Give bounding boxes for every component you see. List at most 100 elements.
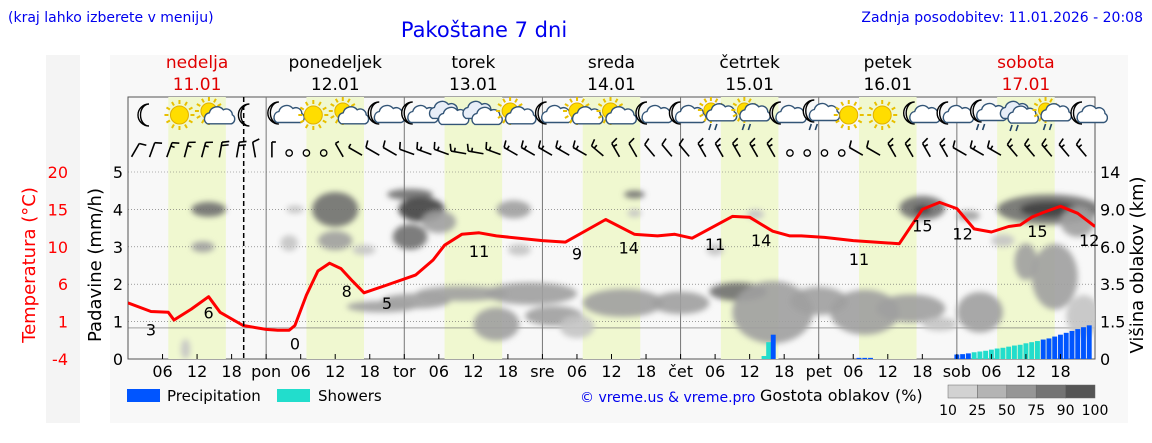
precipitation-bar	[1058, 334, 1063, 359]
sun-ray	[732, 102, 738, 107]
sun-ray	[502, 119, 506, 124]
precipitation-bar	[1023, 343, 1029, 359]
moon-cloud-rain-icon	[802, 99, 841, 131]
cloud-shape	[605, 106, 637, 125]
moon-shape	[534, 101, 547, 125]
showers-legend-label: Showers	[318, 387, 382, 405]
barb-staff	[611, 143, 621, 158]
sun-ray	[602, 119, 607, 124]
barb-staff	[731, 143, 742, 158]
x-tick-label: 06	[429, 362, 449, 381]
barb-flag	[398, 141, 402, 150]
precipitation-bar	[1046, 338, 1052, 359]
barb-flag	[221, 144, 229, 147]
sun-ray	[334, 119, 339, 124]
sun-ray	[497, 103, 502, 107]
sun-ray	[1049, 98, 1053, 103]
cloud-shape	[571, 106, 604, 125]
barb-staff	[218, 142, 223, 158]
wind-barb	[678, 138, 690, 157]
temperature-tick-label: 15	[48, 200, 68, 219]
density-swatch	[1065, 384, 1096, 399]
temperature-value-label: 9	[572, 245, 582, 264]
rain-drop	[747, 123, 752, 131]
temperature-value-label: 11	[705, 235, 725, 254]
cloud-height-tick-label: 9.0	[1100, 200, 1125, 219]
credit-link[interactable]: © vreme.us & vreme.pro	[580, 390, 755, 406]
sun-ray	[217, 103, 222, 107]
x-tick-label: tor	[393, 362, 416, 381]
sun-ray	[714, 98, 719, 103]
barb-flag	[887, 137, 894, 145]
wind-barb	[466, 143, 484, 155]
barb-flag	[749, 137, 756, 145]
wind-barb	[1058, 138, 1070, 157]
barb-staff	[749, 143, 759, 158]
barb-flag	[986, 140, 991, 148]
temperature-value-label: 0	[290, 334, 300, 353]
barb-staff	[334, 143, 344, 158]
cloud-blob	[876, 294, 946, 323]
moon-shape	[401, 101, 413, 125]
sun-ray	[196, 115, 201, 119]
barb-half-flag	[540, 145, 545, 150]
barb-staff	[591, 145, 604, 157]
barb-staff	[416, 148, 432, 156]
sun-ray	[1038, 98, 1042, 103]
wind-barb	[628, 137, 638, 158]
sun-ray	[703, 117, 708, 122]
cloud-blob	[1014, 243, 1038, 281]
cloud-height-tick-label: 6.0	[1100, 238, 1125, 257]
sun-ray	[299, 119, 305, 124]
density-swatch	[947, 384, 978, 399]
temperature-value-label: 6	[203, 304, 213, 323]
cloud-shape	[504, 106, 537, 125]
cloud-blob	[421, 210, 457, 234]
barb-flag	[1041, 138, 1047, 146]
wind-barb	[130, 142, 147, 158]
barb-flag	[537, 140, 542, 148]
x-tick-label: 12	[187, 362, 207, 381]
precipitation-bar	[1081, 327, 1086, 359]
barb-staff	[1075, 144, 1087, 157]
precipitation-tick-label: 0	[113, 350, 123, 369]
barb-half-flag	[1043, 144, 1048, 148]
sun-ray	[171, 101, 175, 106]
day-name: torek	[451, 53, 495, 73]
x-axis-ticks: 06 12 18 pon 06 12 18 tor 06 12 18 sre 06 12 18 čet 06 12…	[152, 354, 1071, 381]
moon-cloud-icon	[534, 101, 573, 125]
calm-circle	[285, 149, 294, 157]
sun-ray	[304, 101, 309, 106]
sun-ray	[518, 103, 523, 107]
barb-half-flag	[889, 143, 894, 148]
wind-barb	[348, 143, 363, 156]
precipitation-bar	[770, 334, 776, 359]
precipitation-bar	[1052, 336, 1058, 359]
x-tick-label: 18	[498, 362, 518, 381]
barb-half-flag	[488, 146, 492, 151]
barb-staff	[1024, 144, 1036, 157]
sun-ray	[188, 119, 193, 124]
barb-flag	[365, 140, 369, 148]
wind-barb	[1006, 138, 1018, 157]
barb-flag	[221, 140, 230, 143]
sun-ray	[502, 98, 506, 103]
cloud-blob	[706, 244, 724, 256]
barb-staff	[939, 143, 949, 158]
barb-staff	[382, 146, 397, 156]
sun-disc	[169, 105, 189, 125]
density-swatch	[1006, 384, 1037, 399]
barb-staff	[987, 146, 1002, 156]
precipitation-bar	[960, 354, 966, 359]
x-tick-label: pon	[251, 362, 281, 381]
sun-cloud-icon	[563, 97, 604, 125]
left-axis-strip	[46, 55, 80, 423]
x-tick-label: 12	[601, 362, 621, 381]
region-note[interactable]: (kraj lahko izberete v meniju)	[8, 10, 214, 26]
barb-staff	[766, 143, 776, 158]
precipitation-bar	[994, 348, 1000, 359]
wind-barb	[433, 141, 449, 156]
barb-flag	[590, 138, 596, 147]
barb-staff	[921, 143, 931, 158]
precipitation-bar	[1000, 347, 1006, 359]
